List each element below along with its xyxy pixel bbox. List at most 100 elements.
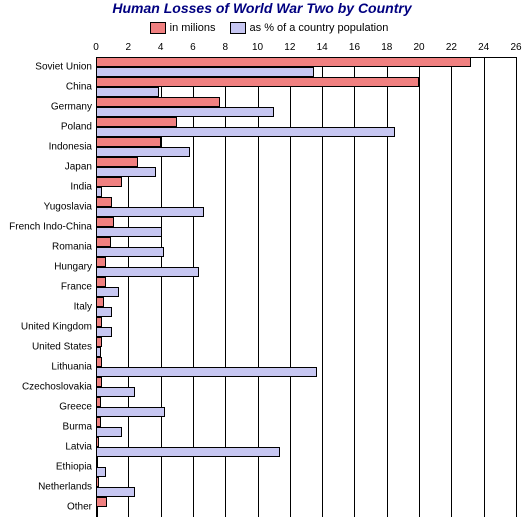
category-label: Czechoslovakia (22, 382, 96, 393)
category-label: Greece (59, 402, 96, 413)
bar-series-2 (96, 347, 101, 356)
bar-series-1 (96, 97, 220, 106)
bar-series-1 (96, 157, 138, 166)
legend: in milions as % of a country population (0, 22, 524, 34)
bar-series-2 (96, 427, 122, 436)
bar-series-1 (96, 117, 177, 126)
chart-container: Human Losses of World War Two by Country… (0, 0, 524, 519)
category-label: Lithuania (51, 362, 96, 373)
x-tick-label: 12 (284, 42, 295, 53)
data-row: Greece (96, 397, 516, 417)
legend-label: in milions (170, 22, 216, 34)
data-row: Indonesia (96, 137, 516, 157)
bar-series-1 (96, 297, 104, 306)
category-label: Italy (74, 302, 96, 313)
x-tick-label: 20 (414, 42, 425, 53)
data-row: Germany (96, 97, 516, 117)
data-row: India (96, 177, 516, 197)
bar-series-1 (96, 377, 102, 386)
bar-series-1 (96, 497, 107, 506)
bar-series-1 (96, 277, 106, 286)
bar-series-2 (96, 187, 102, 196)
bar-series-2 (96, 207, 204, 216)
gridline (516, 57, 517, 517)
x-tick-label: 16 (349, 42, 360, 53)
data-row: Japan (96, 157, 516, 177)
category-label: Burma (63, 422, 96, 433)
bar-series-2 (96, 487, 135, 496)
data-row: Netherlands (96, 477, 516, 497)
bar-series-1 (96, 477, 99, 486)
data-row: France (96, 277, 516, 297)
category-label: Ethiopia (56, 462, 96, 473)
data-row: Hungary (96, 257, 516, 277)
data-row: Yugoslavia (96, 197, 516, 217)
bar-series-2 (96, 407, 165, 416)
category-label: Netherlands (38, 482, 96, 493)
x-tick-label: 2 (126, 42, 132, 53)
bar-series-1 (96, 417, 101, 426)
bar-series-2 (96, 467, 106, 476)
legend-swatch (150, 22, 166, 34)
bar-series-2 (96, 167, 156, 176)
data-row: Soviet Union (96, 57, 516, 77)
x-tick-label: 24 (478, 42, 489, 53)
category-label: Other (67, 502, 96, 513)
category-label: China (66, 82, 96, 93)
category-label: Yugoslavia (44, 202, 96, 213)
bar-series-1 (96, 257, 106, 266)
legend-label: as % of a country population (250, 22, 389, 34)
data-row: Ethiopia (96, 457, 516, 477)
bar-series-1 (96, 397, 101, 406)
data-row: Poland (96, 117, 516, 137)
category-label: United Kingdom (21, 322, 96, 333)
legend-swatch (230, 22, 246, 34)
category-label: Germany (51, 102, 96, 113)
bar-series-1 (96, 177, 122, 186)
bar-series-2 (96, 87, 159, 96)
bar-series-2 (96, 327, 112, 336)
bar-series-2 (96, 127, 395, 136)
bar-series-1 (96, 317, 102, 326)
category-label: France (61, 282, 96, 293)
x-axis: 02468101214161820222426 (96, 42, 516, 57)
bar-series-2 (96, 307, 112, 316)
bar-series-2 (96, 227, 162, 236)
chart-title: Human Losses of World War Two by Country (0, 0, 524, 16)
bar-series-2 (96, 507, 98, 516)
bar-series-2 (96, 367, 317, 376)
data-row: Latvia (96, 437, 516, 457)
x-tick-label: 4 (158, 42, 164, 53)
data-row: United States (96, 337, 516, 357)
category-label: United States (32, 342, 96, 353)
bar-series-1 (96, 437, 99, 446)
x-tick-label: 10 (252, 42, 263, 53)
category-label: Indonesia (49, 142, 96, 153)
bar-series-2 (96, 107, 274, 116)
x-tick-label: 14 (317, 42, 328, 53)
bar-series-2 (96, 387, 135, 396)
x-tick-label: 22 (446, 42, 457, 53)
bar-series-1 (96, 197, 112, 206)
bar-series-2 (96, 147, 190, 156)
category-label: India (70, 182, 96, 193)
bar-series-1 (96, 457, 98, 466)
x-tick-label: 8 (222, 42, 228, 53)
data-row: China (96, 77, 516, 97)
bar-series-1 (96, 357, 102, 366)
category-label: Romania (52, 242, 96, 253)
bar-series-1 (96, 57, 471, 66)
data-row: Other (96, 497, 516, 517)
bar-series-1 (96, 237, 111, 246)
x-tick-label: 26 (510, 42, 521, 53)
category-label: Soviet Union (35, 62, 96, 73)
category-label: Poland (61, 122, 96, 133)
data-row: Italy (96, 297, 516, 317)
x-tick-label: 0 (93, 42, 99, 53)
category-label: Latvia (65, 442, 96, 453)
bar-series-2 (96, 267, 199, 276)
x-tick-label: 18 (381, 42, 392, 53)
category-label: French Indo-China (9, 222, 96, 233)
category-label: Hungary (54, 262, 96, 273)
bar-series-2 (96, 247, 164, 256)
